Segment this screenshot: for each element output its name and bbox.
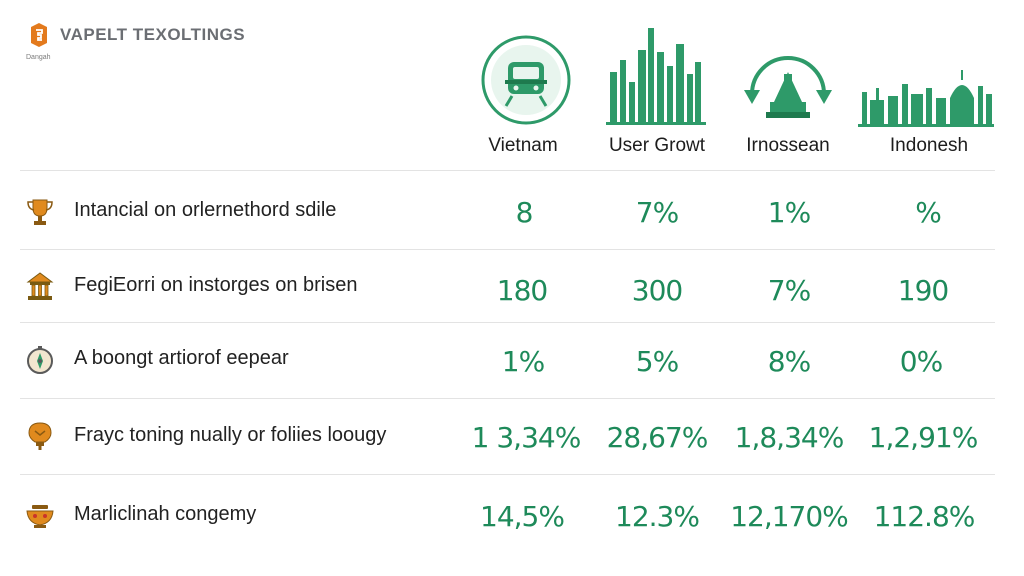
cell-r1-irnossean: 1%	[767, 196, 811, 229]
cell-r1-indonesh: %	[915, 196, 942, 229]
column-header-indonesh: Indonesh	[889, 135, 969, 156]
brand: VAPELT TEXOLTINGS	[30, 22, 245, 48]
cell-r3-vietnam: 1%	[501, 345, 545, 378]
temple-refresh-icon	[744, 56, 832, 118]
cell-r2-user-growth: 300	[631, 274, 683, 307]
cell-r2-indonesh: 190	[897, 274, 949, 307]
lightbulb-icon	[28, 422, 52, 450]
row-divider	[20, 474, 995, 475]
row-label-5: Marliclinah congemy	[74, 503, 257, 525]
cell-r4-user-growth: 28,67%	[606, 421, 709, 454]
skyline-icon	[606, 28, 706, 125]
row-divider	[20, 398, 995, 399]
row-label-4: Frayc toning nually or foliies loougy	[74, 424, 387, 446]
cell-r2-vietnam: 180	[496, 274, 548, 307]
cell-r4-vietnam: 1 3,34%	[471, 421, 582, 454]
cell-r1-user-growth: 7%	[635, 196, 679, 229]
row-label-3: A boongt artiorof eepear	[74, 347, 289, 369]
cell-r3-indonesh: 0%	[899, 345, 943, 378]
cell-r4-indonesh: 1,2,91%	[868, 421, 979, 454]
brand-subtitle: Dangah	[26, 54, 51, 61]
cell-r5-irnossean: 12,170%	[730, 500, 849, 533]
compass-icon	[27, 346, 53, 374]
column-header-vietnam: Vietnam	[488, 135, 558, 156]
row-divider	[20, 170, 995, 171]
column-header-irnossean: Irnossean	[746, 135, 830, 156]
row-label-2: FegiEorri on instorges on brisen	[74, 274, 358, 296]
cell-r5-user-growth: 12.3%	[615, 500, 700, 533]
brand-logo-icon	[31, 23, 47, 47]
train-badge-icon	[481, 35, 571, 125]
cell-r1-vietnam: 8	[515, 196, 534, 229]
row-label-1: Intancial on orlernethord sdile	[74, 199, 337, 221]
row-divider	[20, 322, 995, 323]
cell-r5-vietnam: 14,5%	[480, 500, 565, 533]
brand-title: VAPELT TEXOLTINGS	[60, 25, 246, 44]
trophy-icon	[27, 199, 53, 225]
bowl-icon	[26, 505, 54, 528]
column-header-user-growth: User Growt	[608, 135, 706, 156]
city-landmarks-icon	[858, 70, 994, 127]
cell-r3-user-growth: 5%	[635, 345, 679, 378]
cell-r3-irnossean: 8%	[767, 345, 811, 378]
temple-icon	[26, 272, 54, 300]
cell-r5-indonesh: 112.8%	[873, 500, 976, 533]
cell-r4-irnossean: 1,8,34%	[734, 421, 845, 454]
row-divider	[20, 249, 995, 250]
cell-r2-irnossean: 7%	[767, 274, 811, 307]
